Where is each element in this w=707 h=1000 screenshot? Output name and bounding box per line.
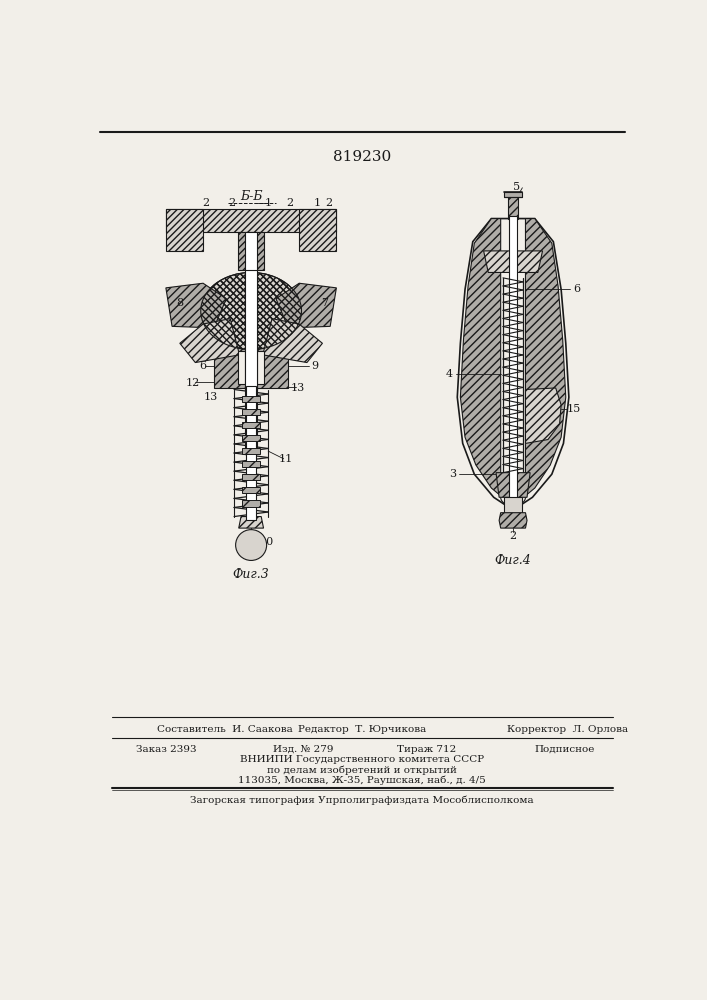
Polygon shape <box>247 386 256 520</box>
Text: 11: 11 <box>279 454 293 464</box>
Polygon shape <box>457 219 569 505</box>
Text: 1: 1 <box>313 198 320 208</box>
Text: 7: 7 <box>321 298 328 308</box>
Bar <box>242 500 260 507</box>
Text: Корректор  Л. Орлова: Корректор Л. Орлова <box>507 725 628 734</box>
Polygon shape <box>214 347 288 388</box>
Polygon shape <box>525 388 561 443</box>
Bar <box>242 396 260 402</box>
Polygon shape <box>238 232 264 270</box>
Text: 2: 2 <box>228 198 235 208</box>
Text: Фиг.4: Фиг.4 <box>495 554 532 567</box>
Text: 10: 10 <box>259 537 274 547</box>
Polygon shape <box>166 209 337 232</box>
Polygon shape <box>166 283 226 328</box>
Bar <box>242 461 260 467</box>
Bar <box>242 474 260 480</box>
Text: 819230: 819230 <box>333 150 391 164</box>
Bar <box>242 422 260 428</box>
Circle shape <box>235 530 267 560</box>
Ellipse shape <box>201 272 301 349</box>
Bar <box>242 409 260 415</box>
Polygon shape <box>299 209 337 251</box>
Polygon shape <box>245 266 257 451</box>
Text: Б-Б: Б-Б <box>240 190 262 204</box>
Text: 13: 13 <box>204 392 218 402</box>
Text: 6: 6 <box>573 284 580 294</box>
Text: 13: 13 <box>291 383 305 393</box>
Text: 2: 2 <box>510 531 517 541</box>
Text: 12: 12 <box>186 378 200 388</box>
Polygon shape <box>245 347 257 389</box>
Text: 9: 9 <box>311 361 318 371</box>
Text: 1: 1 <box>264 198 271 208</box>
Polygon shape <box>238 351 264 384</box>
Text: Загорская типография Упрполиграфиздата Мособлисполкома: Загорская типография Упрполиграфиздата М… <box>190 795 534 805</box>
Text: ВНИИПИ Государственного комитета СССР: ВНИИПИ Государственного комитета СССР <box>240 755 484 764</box>
Text: Составитель  И. Саакова: Составитель И. Саакова <box>156 725 292 734</box>
Text: Изд. № 279: Изд. № 279 <box>273 745 333 754</box>
Polygon shape <box>276 283 337 328</box>
Polygon shape <box>180 319 240 363</box>
Ellipse shape <box>501 489 525 506</box>
Polygon shape <box>499 513 527 528</box>
Polygon shape <box>263 319 322 363</box>
Text: 6: 6 <box>199 361 206 371</box>
Text: 8: 8 <box>176 298 183 308</box>
Polygon shape <box>504 497 522 513</box>
Text: 2: 2 <box>325 198 332 208</box>
Text: 2: 2 <box>286 198 293 208</box>
Text: Фиг.3: Фиг.3 <box>233 568 269 581</box>
Text: 3: 3 <box>449 469 456 479</box>
Polygon shape <box>239 517 264 528</box>
Polygon shape <box>484 251 542 272</box>
Polygon shape <box>508 195 518 219</box>
Bar <box>242 487 260 493</box>
Polygon shape <box>245 232 257 270</box>
Polygon shape <box>496 473 530 497</box>
Text: Подписное: Подписное <box>534 745 595 754</box>
Text: 4: 4 <box>446 369 453 379</box>
Text: 113035, Москва, Ж-35, Раушская, наб., д. 4/5: 113035, Москва, Ж-35, Раушская, наб., д.… <box>238 775 486 785</box>
Text: Заказ 2393: Заказ 2393 <box>136 745 197 754</box>
Text: 2: 2 <box>203 198 210 208</box>
Bar <box>242 435 260 441</box>
Polygon shape <box>166 209 203 251</box>
Polygon shape <box>504 192 522 197</box>
Text: 15: 15 <box>566 404 580 414</box>
Bar <box>242 448 260 454</box>
Polygon shape <box>509 216 517 499</box>
Polygon shape <box>525 219 566 496</box>
Text: Тираж 712: Тираж 712 <box>397 745 456 754</box>
Polygon shape <box>460 219 501 496</box>
Text: Редактор  Т. Юрчикова: Редактор Т. Юрчикова <box>298 725 426 734</box>
Text: 5: 5 <box>513 182 520 192</box>
Text: по делам изобретений и открытий: по делам изобретений и открытий <box>267 765 457 775</box>
